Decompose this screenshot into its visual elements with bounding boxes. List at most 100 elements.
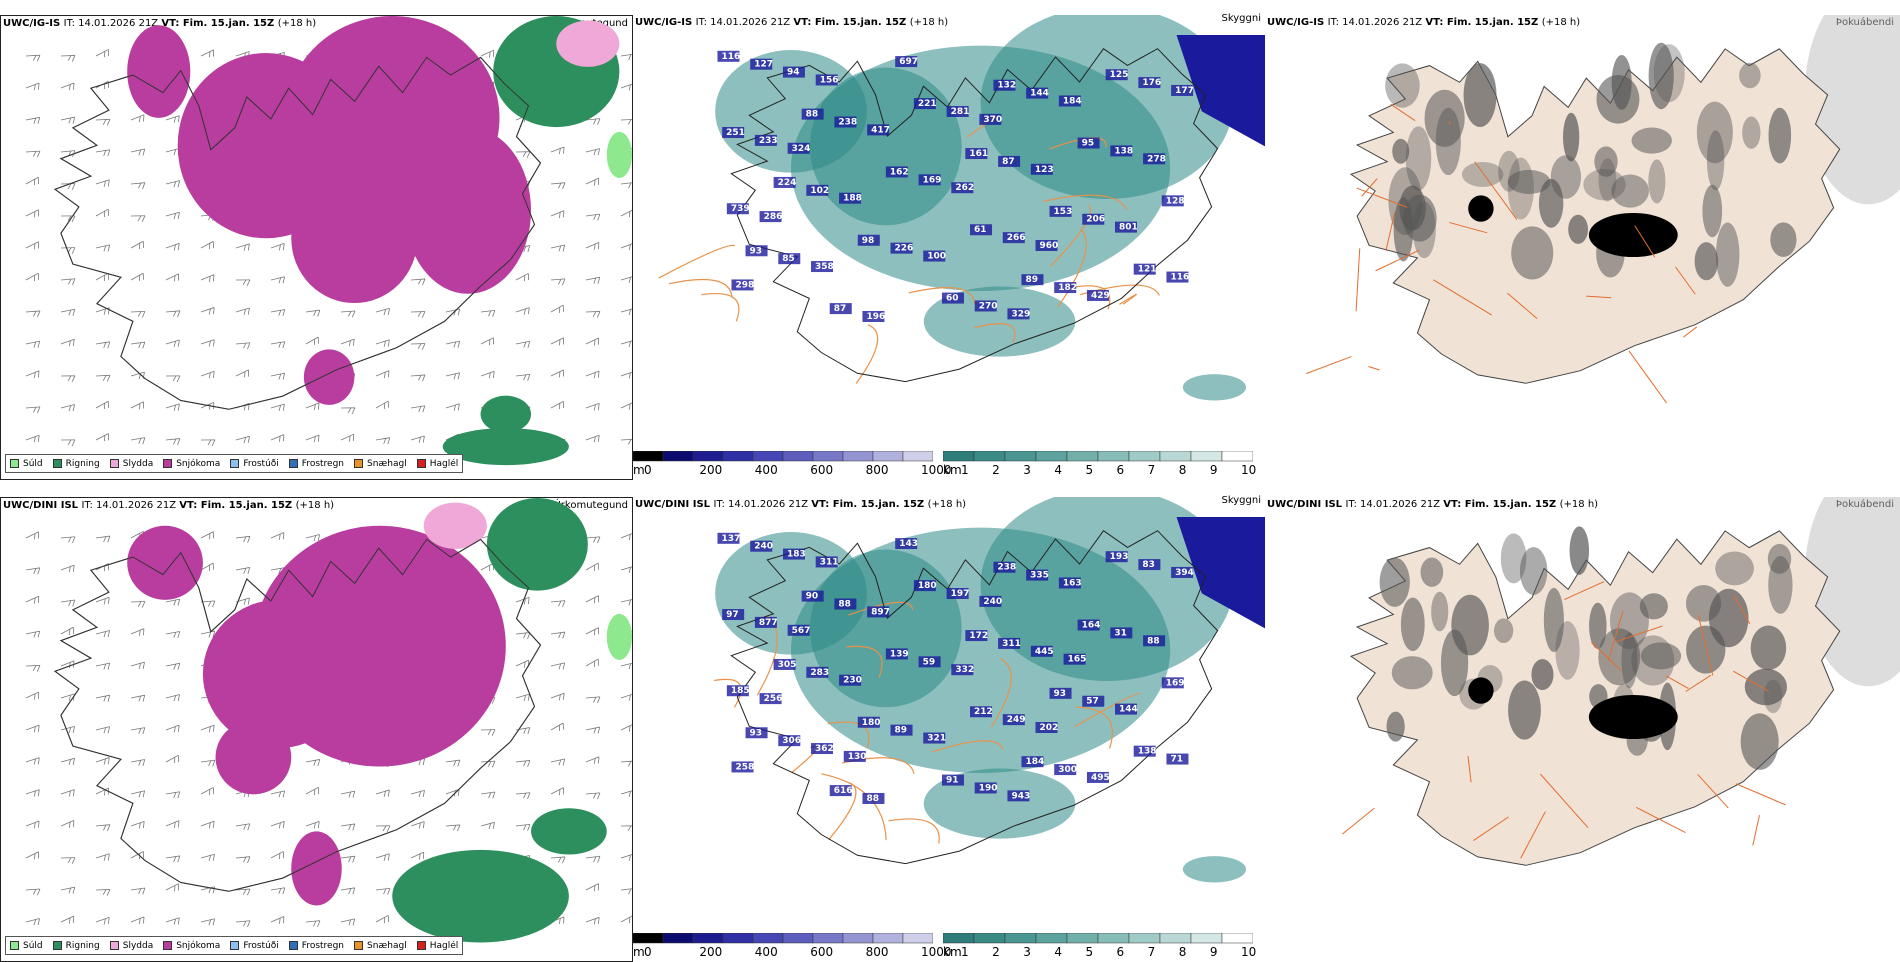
colorbar-tick: 1 <box>961 945 969 959</box>
visibility-value: 417 <box>871 125 890 135</box>
legend-item: Súld <box>10 941 43 951</box>
visibility-value: 177 <box>1175 86 1194 96</box>
visibility-value: 262 <box>955 183 974 193</box>
colorbar-tick: 4 <box>1054 945 1062 959</box>
visibility-value: 329 <box>1011 309 1030 319</box>
colorbar-tick: 3 <box>1023 463 1031 477</box>
colorbar-tick: 8 <box>1179 463 1187 477</box>
visibility-value: 233 <box>759 136 778 146</box>
colorbar-swatch <box>1160 933 1191 943</box>
colorbar-swatch <box>693 451 723 461</box>
colorbar-swatch <box>693 933 723 943</box>
colorbar-swatch <box>1067 933 1098 943</box>
legend-label: Snjókoma <box>176 941 220 951</box>
visibility-value: 143 <box>899 539 918 549</box>
visibility-panel: UWC/IG-IS IT: 14.01.2026 21Z VT: Fim. 15… <box>633 15 1265 480</box>
visibility-value: 897 <box>871 607 890 617</box>
visibility-value: 224 <box>778 178 797 188</box>
legend-item: Frostúði <box>230 941 278 951</box>
precip-map <box>1 498 632 961</box>
legend-swatch <box>289 941 298 950</box>
visibility-value: 180 <box>918 581 937 591</box>
legend-item: Snæhagl <box>354 941 407 951</box>
legend-swatch <box>417 941 426 950</box>
colorbar-swatch <box>783 933 813 943</box>
legend-label: Snjókoma <box>176 459 220 469</box>
colorbar-tick: 9 <box>1210 945 1218 959</box>
visibility-value: 88 <box>806 110 819 120</box>
colorbar-swatch <box>813 451 843 461</box>
visibility-value: 138 <box>1114 146 1133 156</box>
visibility-value: 183 <box>787 550 806 560</box>
visibility-value: 144 <box>1119 705 1138 715</box>
visibility-value: 60 <box>946 294 959 304</box>
visibility-value: 311 <box>820 557 839 567</box>
colorbar-tick: 4 <box>1054 463 1062 477</box>
visibility-value: 943 <box>1011 791 1030 801</box>
legend-label: Haglél <box>430 941 459 951</box>
colorbar-swatch <box>873 451 903 461</box>
visibility-value: 132 <box>997 81 1016 91</box>
visibility-value: 31 <box>1114 628 1127 638</box>
legend-swatch <box>289 459 298 468</box>
colorbar-tick: 800 <box>866 945 889 959</box>
visibility-value: 184 <box>1063 96 1082 106</box>
legend-label: Rigning <box>66 459 100 469</box>
legend-swatch <box>53 459 62 468</box>
visibility-value: 180 <box>862 718 881 728</box>
legend-swatch <box>53 941 62 950</box>
visibility-value: 88 <box>866 794 879 804</box>
colorbar-tick: 2 <box>992 945 1000 959</box>
visibility-value: 123 <box>1035 165 1054 175</box>
visibility-value: 445 <box>1035 647 1054 657</box>
visibility-value: 286 <box>764 212 783 222</box>
visibility-value: 185 <box>731 686 750 696</box>
colorbar-tick: 6 <box>1117 945 1125 959</box>
visibility-value: 98 <box>862 236 875 246</box>
visibility-value: 190 <box>979 783 998 793</box>
colorbar-tick: 400 <box>755 945 778 959</box>
colorbar-swatch <box>723 451 753 461</box>
colorbar-swatch <box>943 933 974 943</box>
colorbar-swatch <box>974 451 1005 461</box>
visibility-value: 59 <box>923 657 936 667</box>
colorbar-tick: 3 <box>1023 945 1031 959</box>
visibility-value: 139 <box>890 649 909 659</box>
colorbar-swatch <box>1036 451 1067 461</box>
legend-label: Súld <box>23 459 43 469</box>
colorbar-swatch <box>1129 451 1160 461</box>
visibility-value: 266 <box>1007 233 1026 243</box>
colorbar-swatch <box>974 933 1005 943</box>
visibility-value: 270 <box>979 301 998 311</box>
visibility-value: 960 <box>1040 241 1059 251</box>
legend-label: Frostregn <box>302 459 344 469</box>
visibility-value: 102 <box>810 186 829 196</box>
colorbar-tick: 5 <box>1085 945 1093 959</box>
visibility-value: 93 <box>750 246 763 256</box>
visibility-value: 495 <box>1091 773 1110 783</box>
colorbar-swatch <box>1129 933 1160 943</box>
legend-swatch <box>110 941 119 950</box>
visibility-value: 697 <box>899 57 918 67</box>
visibility-value: 311 <box>1002 639 1021 649</box>
visibility-panel: UWC/DINI ISL IT: 14.01.2026 21Z VT: Fim.… <box>633 497 1265 962</box>
colorbar-swatch <box>633 933 663 943</box>
colorbar-tick: 9 <box>1210 463 1218 477</box>
colorbar-tick: 800 <box>866 463 889 477</box>
visibility-value: 258 <box>736 762 755 772</box>
colorbar-swatch <box>1067 451 1098 461</box>
colorbar-unit: km <box>943 945 962 959</box>
colorbar-tick: 400 <box>755 463 778 477</box>
colorbar-tick: 10 <box>1241 463 1256 477</box>
legend-swatch <box>230 941 239 950</box>
legend-label: Rigning <box>66 941 100 951</box>
colorbar-swatch <box>1005 451 1036 461</box>
colorbar-tick: 10 <box>1241 945 1256 959</box>
visibility-value: 97 <box>726 610 739 620</box>
colorbar-swatch <box>1222 933 1253 943</box>
visibility-value: 93 <box>1054 689 1067 699</box>
visibility-value: 238 <box>838 118 857 128</box>
